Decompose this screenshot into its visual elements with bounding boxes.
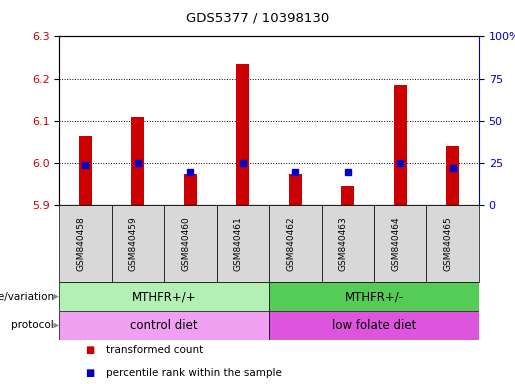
FancyBboxPatch shape: [321, 205, 374, 282]
Text: GSM840462: GSM840462: [286, 217, 295, 271]
Text: ■: ■: [85, 345, 94, 356]
FancyBboxPatch shape: [59, 282, 269, 311]
Bar: [79, 136, 92, 205]
FancyBboxPatch shape: [164, 205, 217, 282]
Text: GSM840465: GSM840465: [444, 217, 453, 271]
FancyBboxPatch shape: [374, 205, 426, 282]
Text: control diet: control diet: [130, 319, 198, 332]
Text: GDS5377 / 10398130: GDS5377 / 10398130: [186, 12, 329, 25]
Text: protocol: protocol: [11, 320, 54, 331]
Text: GSM840458: GSM840458: [76, 217, 85, 271]
Bar: [393, 85, 407, 205]
Text: genotype/variation: genotype/variation: [0, 291, 54, 302]
Text: GSM840459: GSM840459: [129, 217, 138, 271]
Text: GSM840461: GSM840461: [234, 217, 243, 271]
Text: MTHFR+/+: MTHFR+/+: [132, 290, 196, 303]
Text: ■: ■: [85, 368, 94, 379]
Text: low folate diet: low folate diet: [332, 319, 416, 332]
Text: GSM840464: GSM840464: [391, 217, 400, 271]
Bar: [184, 174, 197, 205]
Text: GSM840463: GSM840463: [339, 217, 348, 271]
FancyBboxPatch shape: [269, 311, 479, 340]
Bar: [446, 146, 459, 205]
FancyBboxPatch shape: [112, 205, 164, 282]
Text: transformed count: transformed count: [106, 345, 203, 356]
Text: MTHFR+/-: MTHFR+/-: [345, 290, 404, 303]
Bar: [131, 117, 145, 205]
FancyBboxPatch shape: [269, 282, 479, 311]
Bar: [341, 187, 354, 205]
Bar: [236, 64, 249, 205]
Text: GSM840460: GSM840460: [181, 217, 191, 271]
FancyBboxPatch shape: [426, 205, 479, 282]
FancyBboxPatch shape: [59, 205, 112, 282]
FancyBboxPatch shape: [269, 205, 321, 282]
Bar: [289, 174, 302, 205]
FancyBboxPatch shape: [59, 311, 269, 340]
Text: percentile rank within the sample: percentile rank within the sample: [106, 368, 282, 379]
FancyBboxPatch shape: [217, 205, 269, 282]
